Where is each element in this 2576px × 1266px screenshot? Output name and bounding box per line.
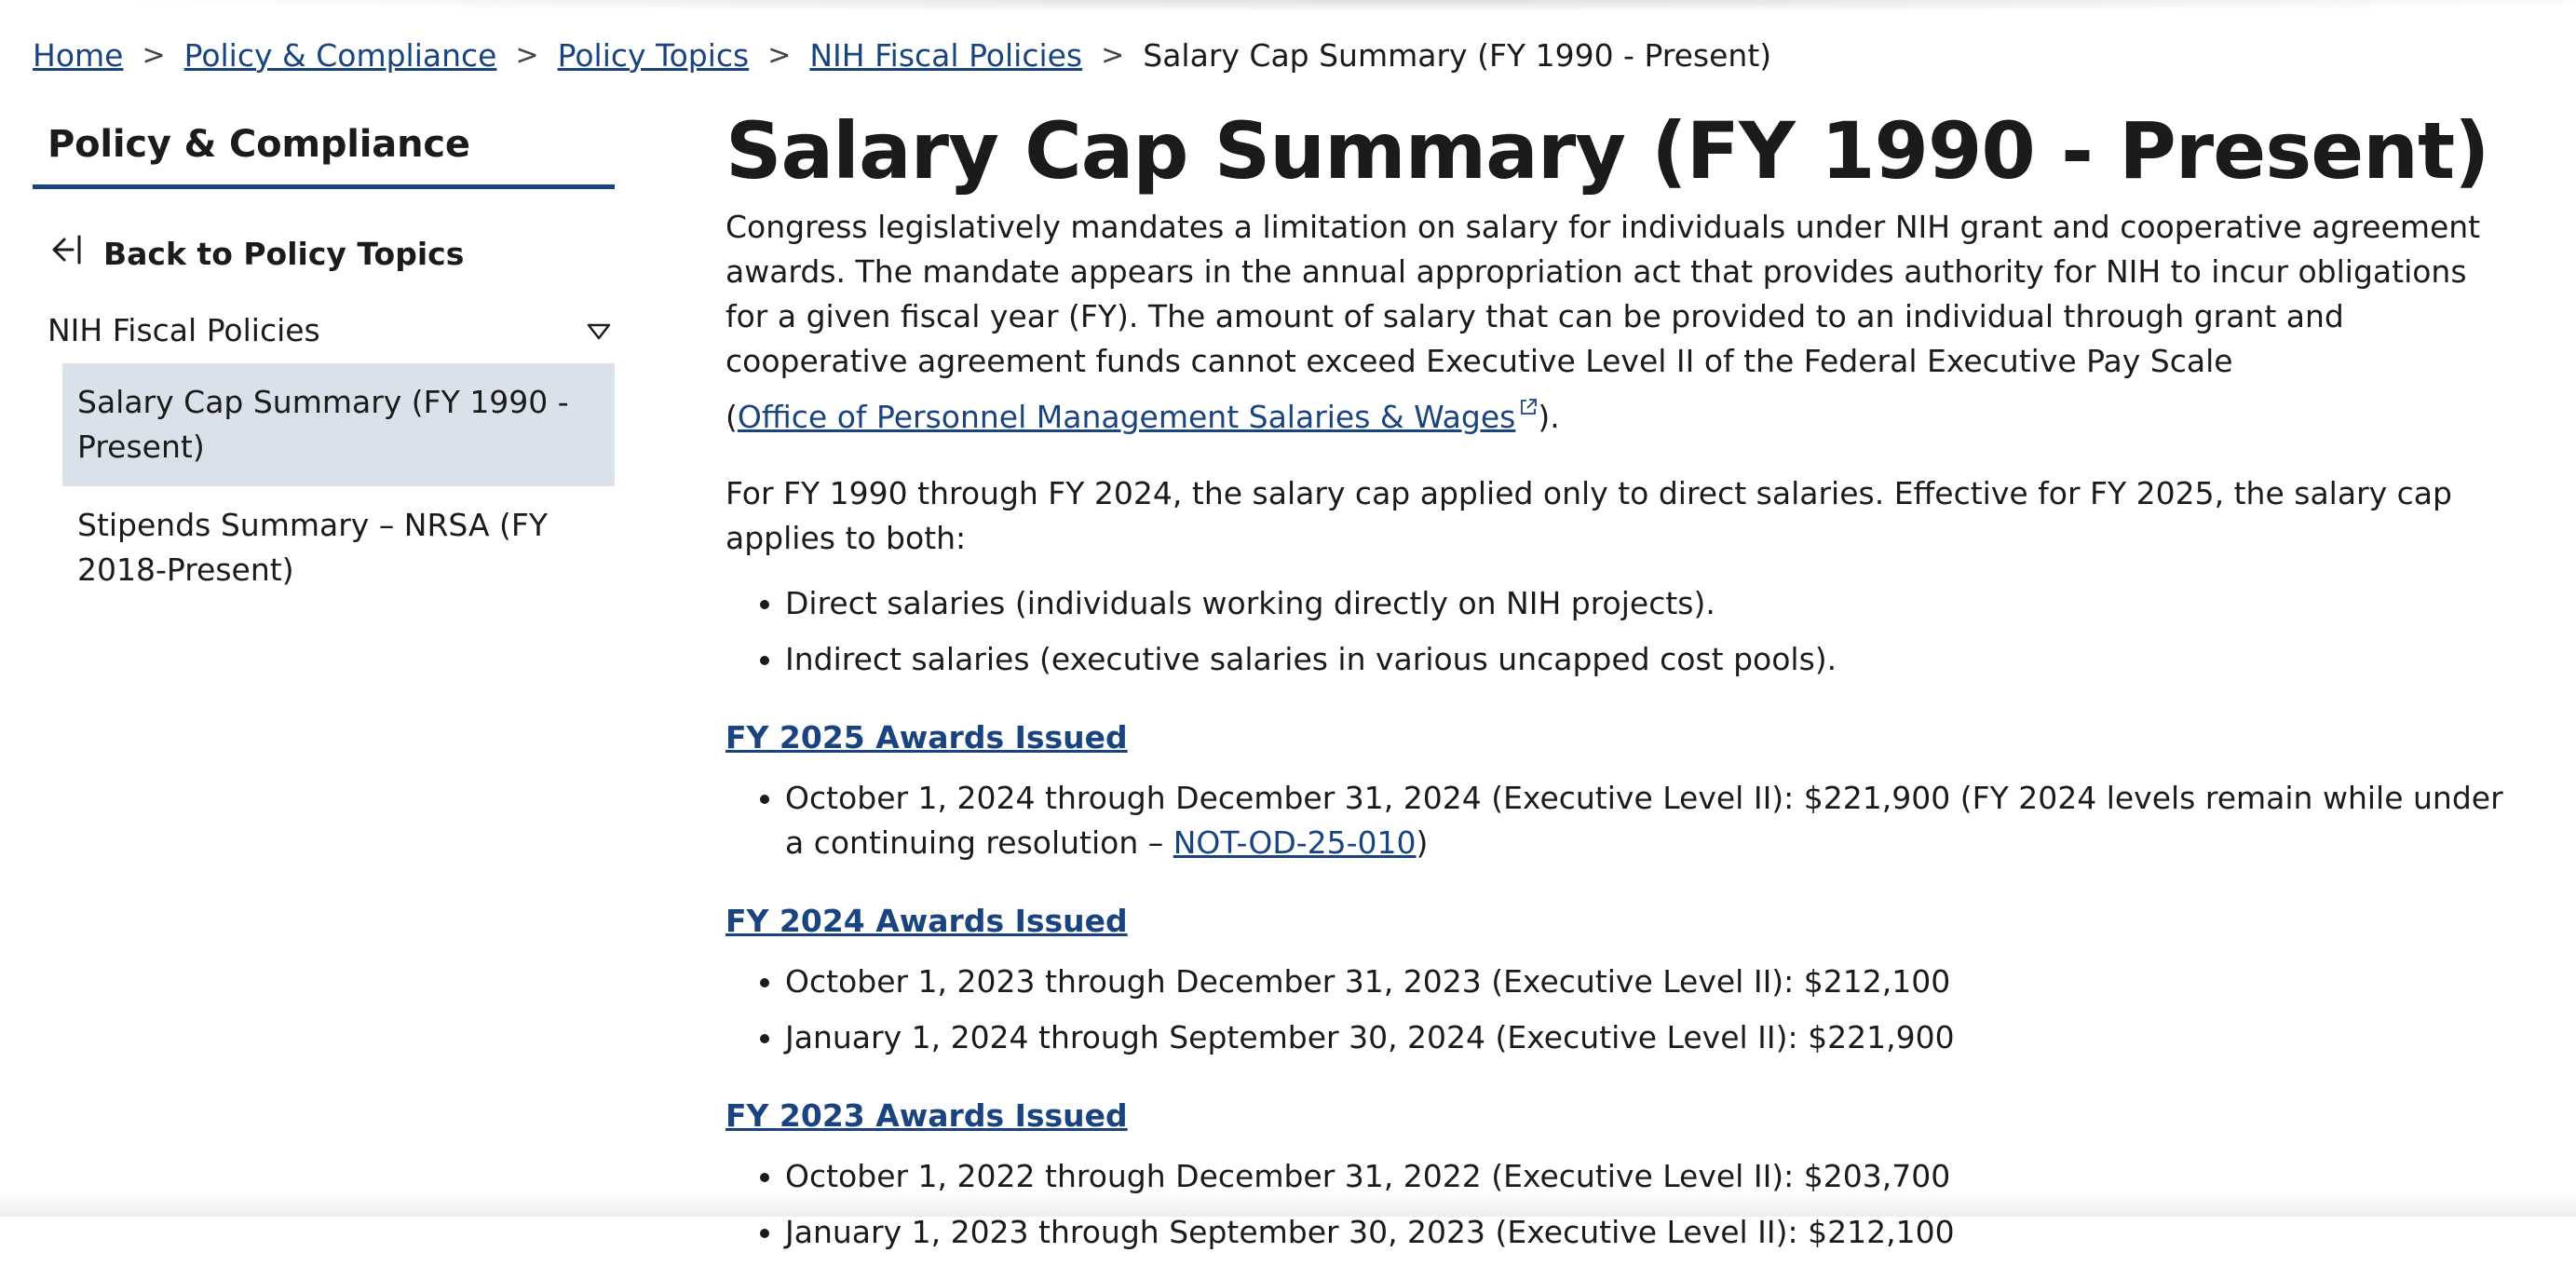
- breadcrumb-policy-compliance[interactable]: Policy & Compliance: [183, 36, 497, 74]
- top-shadow: [0, 0, 2576, 13]
- fy2025-awards-link[interactable]: FY 2025 Awards Issued: [725, 719, 1128, 756]
- opm-salaries-wages-link[interactable]: Office of Personnel Management Salaries …: [738, 399, 1538, 435]
- external-link-icon: [1519, 384, 1538, 429]
- back-link-label: Back to Policy Topics: [103, 235, 465, 272]
- sidebar-sub-list: Salary Cap Summary (FY 1990 - Present) S…: [62, 363, 615, 609]
- list-item: January 1, 2024 through September 30, 20…: [785, 1015, 2504, 1060]
- breadcrumb-home[interactable]: Home: [33, 36, 124, 74]
- intro-end: ).: [1538, 399, 1560, 435]
- triangle-down-icon[interactable]: [587, 312, 611, 348]
- list-item: October 1, 2023 through December 31, 202…: [785, 960, 2504, 1004]
- bottom-shadow: [0, 1192, 2576, 1217]
- arrow-left-bar-icon: [49, 234, 103, 273]
- back-to-policy-topics-link[interactable]: Back to Policy Topics: [33, 234, 615, 273]
- page-title: Salary Cap Summary (FY 1990 - Present): [725, 105, 2490, 197]
- breadcrumb-separator: >: [142, 38, 166, 72]
- breadcrumb-separator: >: [515, 38, 539, 72]
- fy2025-list: October 1, 2024 through December 31, 202…: [725, 776, 2504, 865]
- sidebar-item-stipends-summary[interactable]: Stipends Summary – NRSA (FY 2018-Present…: [77, 507, 549, 588]
- sidebar-nav: Policy & Compliance Back to Policy Topic…: [33, 114, 615, 609]
- cap-bullet-list: Direct salaries (individuals working dir…: [725, 581, 2504, 682]
- sidebar-title: Policy & Compliance: [33, 114, 615, 189]
- cap-paragraph: For FY 1990 through FY 2024, the salary …: [725, 475, 2452, 556]
- list-item: October 1, 2022 through December 31, 202…: [785, 1154, 2504, 1199]
- list-item: January 1, 2023 through September 30, 20…: [785, 1210, 2504, 1255]
- fy2025-item-text: October 1, 2024 through December 31, 202…: [785, 780, 2503, 861]
- not-od-25-010-link[interactable]: NOT-OD-25-010: [1173, 824, 1417, 861]
- list-item: Direct salaries (individuals working dir…: [785, 581, 2504, 626]
- breadcrumb-nih-fiscal-policies[interactable]: NIH Fiscal Policies: [809, 36, 1083, 74]
- breadcrumb: Home > Policy & Compliance > Policy Topi…: [33, 32, 1771, 78]
- fy2025-item-end: ): [1416, 824, 1429, 861]
- breadcrumb-policy-topics[interactable]: Policy Topics: [557, 36, 750, 74]
- fy2024-list: October 1, 2023 through December 31, 202…: [725, 960, 2504, 1060]
- intro-paragraph: Congress legislatively mandates a limita…: [725, 205, 2504, 440]
- sidebar-section-nih-fiscal-policies[interactable]: NIH Fiscal Policies: [33, 312, 615, 348]
- sidebar-section-label: NIH Fiscal Policies: [47, 312, 320, 348]
- fy2023-awards-link[interactable]: FY 2023 Awards Issued: [725, 1097, 1128, 1134]
- breadcrumb-separator: >: [1101, 38, 1125, 72]
- intro-text: Congress legislatively mandates a limita…: [725, 209, 2481, 435]
- fy2024-awards-link[interactable]: FY 2024 Awards Issued: [725, 903, 1128, 939]
- breadcrumb-current: Salary Cap Summary (FY 1990 - Present): [1143, 36, 1772, 74]
- sidebar-item-salary-cap-summary[interactable]: Salary Cap Summary (FY 1990 - Present): [62, 363, 615, 486]
- list-item: Indirect salaries (executive salaries in…: [785, 637, 2504, 682]
- list-item: October 1, 2024 through December 31, 202…: [785, 776, 2504, 865]
- opm-link-label: Office of Personnel Management Salaries …: [737, 399, 1516, 435]
- main-content: Salary Cap Summary (FY 1990 - Present) C…: [725, 104, 2504, 1266]
- breadcrumb-separator: >: [767, 38, 792, 72]
